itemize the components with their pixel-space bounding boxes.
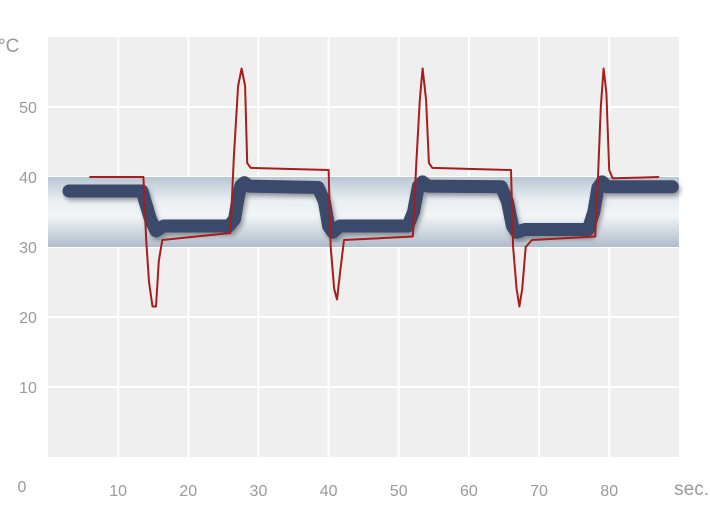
x-tick-label: 50	[390, 483, 408, 500]
y-tick-label: 10	[19, 380, 37, 397]
y-tick-label: 40	[19, 170, 37, 187]
x-tick-label: 80	[600, 483, 618, 500]
x-tick-label: 60	[460, 483, 478, 500]
series-layer	[62, 67, 679, 308]
y-axis: 10 20 30 40 50	[19, 100, 37, 397]
x-tick-label: 20	[179, 483, 197, 500]
x-tick-label: 30	[250, 483, 268, 500]
x-tick-label: 40	[320, 483, 338, 500]
y-tick-label: 20	[19, 310, 37, 327]
x-tick-label: 70	[530, 483, 548, 500]
series-line-thin	[89, 67, 660, 308]
y-origin-label: 0	[18, 479, 27, 496]
x-axis: 10 20 30 40 50 60 70 80	[109, 483, 618, 500]
y-axis-unit: °C	[0, 36, 19, 57]
y-tick-label: 50	[19, 100, 37, 117]
y-tick-label: 30	[19, 240, 37, 257]
x-tick-label: 10	[109, 483, 127, 500]
x-axis-unit: sec.	[674, 479, 709, 500]
